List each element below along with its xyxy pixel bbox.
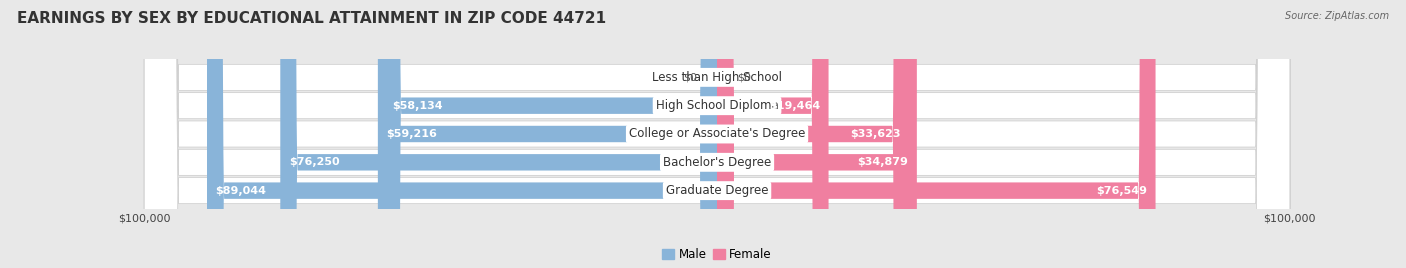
- Text: $34,879: $34,879: [858, 157, 908, 167]
- FancyBboxPatch shape: [717, 0, 917, 268]
- Text: $76,549: $76,549: [1095, 186, 1147, 196]
- FancyBboxPatch shape: [717, 0, 828, 268]
- Text: Graduate Degree: Graduate Degree: [666, 184, 768, 197]
- Legend: Male, Female: Male, Female: [658, 244, 776, 266]
- FancyBboxPatch shape: [145, 0, 1289, 268]
- Text: $19,464: $19,464: [769, 101, 820, 111]
- Text: Bachelor's Degree: Bachelor's Degree: [664, 156, 770, 169]
- Text: EARNINGS BY SEX BY EDUCATIONAL ATTAINMENT IN ZIP CODE 44721: EARNINGS BY SEX BY EDUCATIONAL ATTAINMEN…: [17, 11, 606, 26]
- Text: $0: $0: [737, 72, 751, 82]
- FancyBboxPatch shape: [717, 0, 910, 268]
- FancyBboxPatch shape: [384, 0, 717, 268]
- FancyBboxPatch shape: [145, 0, 1289, 268]
- Text: $59,216: $59,216: [387, 129, 437, 139]
- FancyBboxPatch shape: [378, 0, 717, 268]
- Text: Less than High School: Less than High School: [652, 71, 782, 84]
- Text: $0: $0: [683, 72, 697, 82]
- FancyBboxPatch shape: [145, 0, 1289, 268]
- Text: $33,623: $33,623: [851, 129, 901, 139]
- FancyBboxPatch shape: [145, 0, 1289, 268]
- Text: High School Diploma: High School Diploma: [655, 99, 779, 112]
- FancyBboxPatch shape: [717, 0, 1156, 268]
- Text: Source: ZipAtlas.com: Source: ZipAtlas.com: [1285, 11, 1389, 21]
- FancyBboxPatch shape: [717, 0, 731, 268]
- FancyBboxPatch shape: [207, 0, 717, 268]
- Text: $76,250: $76,250: [288, 157, 339, 167]
- Text: $89,044: $89,044: [215, 186, 267, 196]
- FancyBboxPatch shape: [280, 0, 717, 268]
- FancyBboxPatch shape: [145, 0, 1289, 268]
- FancyBboxPatch shape: [703, 0, 717, 268]
- Text: $58,134: $58,134: [392, 101, 443, 111]
- Text: College or Associate's Degree: College or Associate's Degree: [628, 128, 806, 140]
